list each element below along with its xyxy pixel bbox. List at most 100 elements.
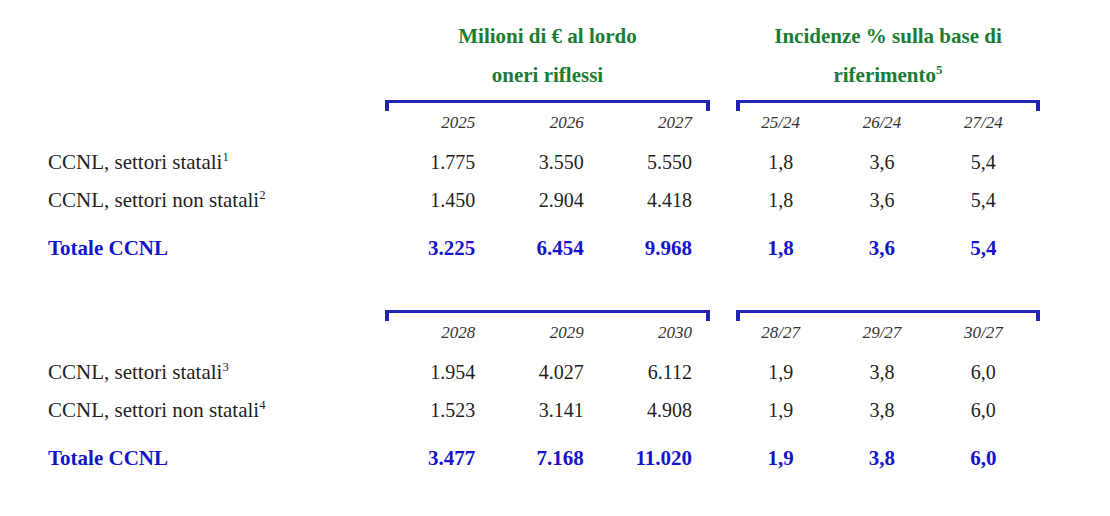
value-cell: 4.908 <box>602 399 710 422</box>
column-header-ratio: 28/27 <box>736 323 837 343</box>
value-cell-total: 3,6 <box>837 236 938 261</box>
table-row-non-statali: CCNL, settori non statali4 1.523 3.141 4… <box>0 398 1110 423</box>
incidence-values-total: 1,9 3,8 6,0 <box>736 446 1040 471</box>
value-cell: 3,6 <box>837 189 938 212</box>
row-label-text: Totale CCNL <box>48 236 168 260</box>
value-cell: 5,4 <box>939 151 1040 174</box>
column-header-ratio: 27/24 <box>939 113 1040 133</box>
millions-values: 1.954 4.027 6.112 <box>385 361 710 384</box>
value-cell-total: 1,9 <box>736 446 837 471</box>
value-cell: 6,0 <box>939 361 1040 384</box>
value-cell: 5,4 <box>939 189 1040 212</box>
value-cell: 1.954 <box>385 361 493 384</box>
column-header-row: 2028 2029 2030 28/27 29/27 30/27 <box>0 323 1110 343</box>
value-cell-total: 3.225 <box>385 236 493 261</box>
value-cell-total: 6.454 <box>493 236 601 261</box>
column-header-year: 2026 <box>493 113 601 133</box>
value-cell: 3,8 <box>837 399 938 422</box>
group-header-millions-line2: oneri riflessi <box>385 53 710 92</box>
table-row-statali: CCNL, settori statali3 1.954 4.027 6.112… <box>0 360 1110 385</box>
row-label-total: Totale CCNL <box>0 236 385 261</box>
group-header-incidence-line2-text: riferimento <box>833 63 936 87</box>
value-cell: 2.904 <box>493 189 601 212</box>
value-cell-total: 3,8 <box>837 446 938 471</box>
value-cell-total: 11.020 <box>602 446 710 471</box>
column-header-year: 2028 <box>385 323 493 343</box>
millions-values: 1.775 3.550 5.550 <box>385 151 710 174</box>
millions-values-total: 3.477 7.168 11.020 <box>385 446 710 471</box>
group-header-millions-line2-text: oneri riflessi <box>492 63 603 87</box>
column-group-bracket-millions <box>385 310 710 321</box>
group-header-millions: Milioni di € al lordo oneri riflessi <box>385 20 710 92</box>
millions-column-headers: 2025 2026 2027 <box>385 113 710 133</box>
document-table-page: Milioni di € al lordo oneri riflessi Inc… <box>0 0 1110 516</box>
table-block-2025-2027: 2025 2026 2027 25/24 26/24 27/24 CCNL, s… <box>0 100 1110 280</box>
incidence-column-headers: 28/27 29/27 30/27 <box>736 323 1040 343</box>
incidence-values: 1,8 3,6 5,4 <box>736 151 1040 174</box>
column-header-row: 2025 2026 2027 25/24 26/24 27/24 <box>0 113 1110 133</box>
value-cell: 1.775 <box>385 151 493 174</box>
value-cell: 3.141 <box>493 399 601 422</box>
value-cell-total: 3.477 <box>385 446 493 471</box>
incidence-values: 1,8 3,6 5,4 <box>736 189 1040 212</box>
column-header-year: 2025 <box>385 113 493 133</box>
value-cell-total: 7.168 <box>493 446 601 471</box>
value-cell-total: 5,4 <box>939 236 1040 261</box>
value-cell: 1,9 <box>736 361 837 384</box>
table-row-totale: Totale CCNL 3.225 6.454 9.968 1,8 3,6 5,… <box>0 236 1110 261</box>
millions-values: 1.523 3.141 4.908 <box>385 399 710 422</box>
value-cell-total: 1,8 <box>736 236 837 261</box>
row-label: CCNL, settori non statali2 <box>0 188 385 213</box>
value-cell: 6,0 <box>939 399 1040 422</box>
row-label-footnote: 3 <box>222 360 228 374</box>
column-header-year: 2029 <box>493 323 601 343</box>
group-header-incidence-line1: Incidenze % sulla base di <box>736 20 1040 53</box>
group-header-millions-line1: Milioni di € al lordo <box>385 20 710 53</box>
column-group-bracket-incidence <box>736 310 1040 321</box>
incidence-column-headers: 25/24 26/24 27/24 <box>736 113 1040 133</box>
column-group-bracket-incidence <box>736 100 1040 111</box>
row-label: CCNL, settori statali3 <box>0 360 385 385</box>
value-cell: 1,8 <box>736 189 837 212</box>
table-block-2028-2030: 2028 2029 2030 28/27 29/27 30/27 CCNL, s… <box>0 310 1110 490</box>
incidence-values: 1,9 3,8 6,0 <box>736 399 1040 422</box>
row-label-footnote: 4 <box>259 398 265 412</box>
row-label-text: CCNL, settori non statali <box>48 398 259 422</box>
group-header-incidence: Incidenze % sulla base di riferimento5 <box>736 20 1040 92</box>
value-cell: 3.550 <box>493 151 601 174</box>
value-cell: 3,8 <box>837 361 938 384</box>
value-cell: 1.523 <box>385 399 493 422</box>
table-row-non-statali: CCNL, settori non statali2 1.450 2.904 4… <box>0 188 1110 213</box>
incidence-values: 1,9 3,8 6,0 <box>736 361 1040 384</box>
millions-values-total: 3.225 6.454 9.968 <box>385 236 710 261</box>
value-cell: 6.112 <box>602 361 710 384</box>
value-cell-total: 9.968 <box>602 236 710 261</box>
row-label-text: CCNL, settori non statali <box>48 188 259 212</box>
column-header-ratio: 25/24 <box>736 113 837 133</box>
value-cell: 1.450 <box>385 189 493 212</box>
value-cell-total: 6,0 <box>939 446 1040 471</box>
millions-values: 1.450 2.904 4.418 <box>385 189 710 212</box>
row-label-footnote: 1 <box>222 150 228 164</box>
row-label-total: Totale CCNL <box>0 446 385 471</box>
column-header-ratio: 30/27 <box>939 323 1040 343</box>
column-header-ratio: 26/24 <box>837 113 938 133</box>
value-cell: 4.418 <box>602 189 710 212</box>
value-cell: 3,6 <box>837 151 938 174</box>
incidence-values-total: 1,8 3,6 5,4 <box>736 236 1040 261</box>
row-label-text: CCNL, settori statali <box>48 360 222 384</box>
millions-column-headers: 2028 2029 2030 <box>385 323 710 343</box>
value-cell: 4.027 <box>493 361 601 384</box>
column-group-bracket-millions <box>385 100 710 111</box>
column-header-ratio: 29/27 <box>837 323 938 343</box>
row-label: CCNL, settori non statali4 <box>0 398 385 423</box>
group-header-incidence-line2: riferimento5 <box>736 53 1040 92</box>
group-header-incidence-footnote: 5 <box>936 62 943 77</box>
row-label-footnote: 2 <box>259 188 265 202</box>
column-header-year: 2030 <box>602 323 710 343</box>
value-cell: 1,8 <box>736 151 837 174</box>
row-label: CCNL, settori statali1 <box>0 150 385 175</box>
column-header-year: 2027 <box>602 113 710 133</box>
value-cell: 5.550 <box>602 151 710 174</box>
table-row-totale: Totale CCNL 3.477 7.168 11.020 1,9 3,8 6… <box>0 446 1110 471</box>
